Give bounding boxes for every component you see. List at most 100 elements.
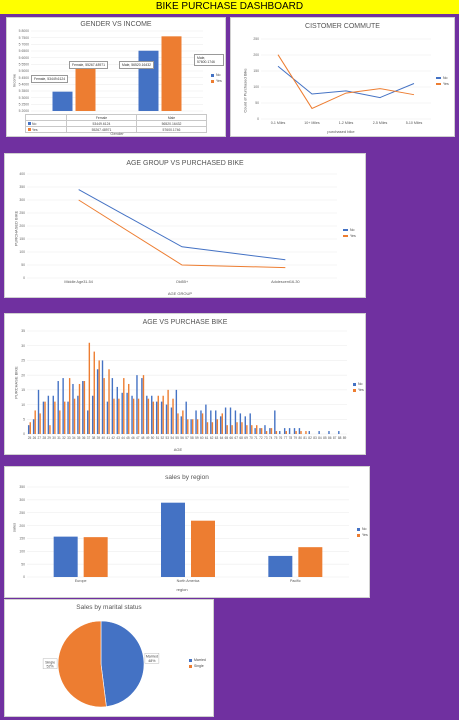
x-tick-label: 78 <box>289 436 293 440</box>
age-group-title: AGE GROUP VS PURCHASED BIKE <box>126 160 244 167</box>
bar-yes <box>34 410 36 434</box>
commute-xlabel: purchased bike <box>327 129 355 134</box>
bar-yes <box>39 413 41 434</box>
legend-item-no: No <box>211 73 222 77</box>
x-tick-label: Adolescent16-30 <box>271 280 300 284</box>
legend-swatch-no <box>436 77 441 79</box>
y-tick-label: 30 <box>21 344 25 348</box>
bar-yes <box>221 413 223 434</box>
x-tick-label: 69 <box>244 436 248 440</box>
bar-no <box>259 428 261 434</box>
bar-no <box>234 410 237 434</box>
y-tick-label: 250 <box>19 511 25 515</box>
bar-yes <box>211 422 214 434</box>
y-tick-label: 25 <box>21 359 25 363</box>
y-tick-label: 5 2000 <box>19 109 29 113</box>
x-tick-label: 40 <box>102 436 106 440</box>
pie-data-label: Married <box>146 655 158 659</box>
sales-region-legend: No Yes <box>357 527 368 539</box>
bar-no <box>141 378 143 434</box>
y-tick-label: 5 4000 <box>19 83 29 87</box>
bar-no <box>72 383 74 434</box>
bar-yes <box>64 401 66 434</box>
bar-no <box>175 389 178 434</box>
bar-yes <box>231 425 233 434</box>
callout-male-no: Male, 56520.16432 <box>119 61 155 69</box>
legend-item-no: No <box>436 76 449 80</box>
x-tick-label: 75 <box>274 436 278 440</box>
x-tick-label: 58 <box>190 436 194 440</box>
y-tick-label: 5 2500 <box>19 103 29 107</box>
legend-item-single: Single <box>189 664 206 668</box>
bar-yes <box>157 395 159 434</box>
x-tick-label: 5-10 Miles <box>406 121 423 125</box>
legend-item-yes: Yes <box>211 79 222 83</box>
bar-yes <box>103 378 105 434</box>
bar-yes <box>49 425 51 434</box>
x-tick-label: 25 <box>28 436 32 440</box>
bar-yes <box>54 401 56 434</box>
x-tick-label: 80 <box>298 436 302 440</box>
x-tick-label: 87 <box>333 436 337 440</box>
y-tick-label: 250 <box>253 37 259 41</box>
bar-no <box>47 395 50 434</box>
bar-no <box>274 410 276 434</box>
bar-yes <box>44 401 46 434</box>
y-tick-label: 200 <box>253 53 259 57</box>
age-group-xlabel: AGE GROUP <box>167 291 193 296</box>
bar-no <box>254 428 256 434</box>
y-tick-label: 5 6000 <box>19 56 29 60</box>
pie-data-label: 48% <box>148 659 156 663</box>
y-tick-label: 250 <box>19 211 25 215</box>
x-tick-label: 27 <box>38 436 42 440</box>
bar-yes <box>236 422 238 434</box>
x-tick-label: 89 <box>343 436 347 440</box>
pie-data-label: 52% <box>46 664 54 668</box>
bar-yes <box>246 425 248 434</box>
pie-data-label: Single <box>45 660 55 664</box>
y-tick-label: 5 5500 <box>19 63 29 67</box>
bar-no <box>82 381 84 434</box>
bar-no <box>219 416 222 434</box>
legend-swatch-no <box>211 73 214 77</box>
x-tick-label: 63 <box>215 436 219 440</box>
x-tick-label: 67 <box>234 436 238 440</box>
pie-slice-single <box>57 620 107 708</box>
legend-item-yes: Yes <box>353 388 364 392</box>
x-tick-label: 86 <box>328 436 332 440</box>
x-tick-label: 34 <box>72 436 76 440</box>
bar-no <box>239 413 242 434</box>
age-purchase-legend: No Yes <box>353 382 364 394</box>
commute-title: CISTOMER COMMUTE <box>305 23 380 30</box>
y-tick-label: 0 <box>23 276 25 280</box>
legend-swatch-no <box>353 382 356 386</box>
bar-no <box>269 428 271 434</box>
x-tick-label: 54 <box>170 436 174 440</box>
legend-item-no: No <box>353 382 364 386</box>
x-tick-label: 70 <box>249 436 253 440</box>
bar-yes <box>172 398 174 434</box>
series-line-yes <box>78 199 286 269</box>
bar-yes <box>123 378 125 434</box>
bar-yes <box>118 398 120 434</box>
x-tick-label: 77 <box>284 436 288 440</box>
bar-no <box>224 407 227 434</box>
legend-swatch-married <box>189 658 192 662</box>
pie-slice-married <box>100 620 145 707</box>
x-tick-label: 1-2 Miles <box>339 121 354 125</box>
marital-title: Sales by marital status <box>76 604 142 611</box>
x-tick-label: 45 <box>126 436 130 440</box>
bar-yes <box>260 428 263 434</box>
bar-yes <box>182 410 184 434</box>
x-tick-label: 50 <box>151 436 155 440</box>
x-tick-label: 64 <box>220 436 224 440</box>
x-tick-label: 2-5 Miles <box>373 121 388 125</box>
bar-yes <box>265 431 268 434</box>
bar-no <box>160 401 163 434</box>
x-tick-label: 46 <box>131 436 135 440</box>
bar-no <box>293 428 296 434</box>
bar-no <box>170 407 173 434</box>
bar-no <box>298 428 301 434</box>
bar-no <box>288 428 291 434</box>
commute-legend: No Yes <box>436 76 449 88</box>
